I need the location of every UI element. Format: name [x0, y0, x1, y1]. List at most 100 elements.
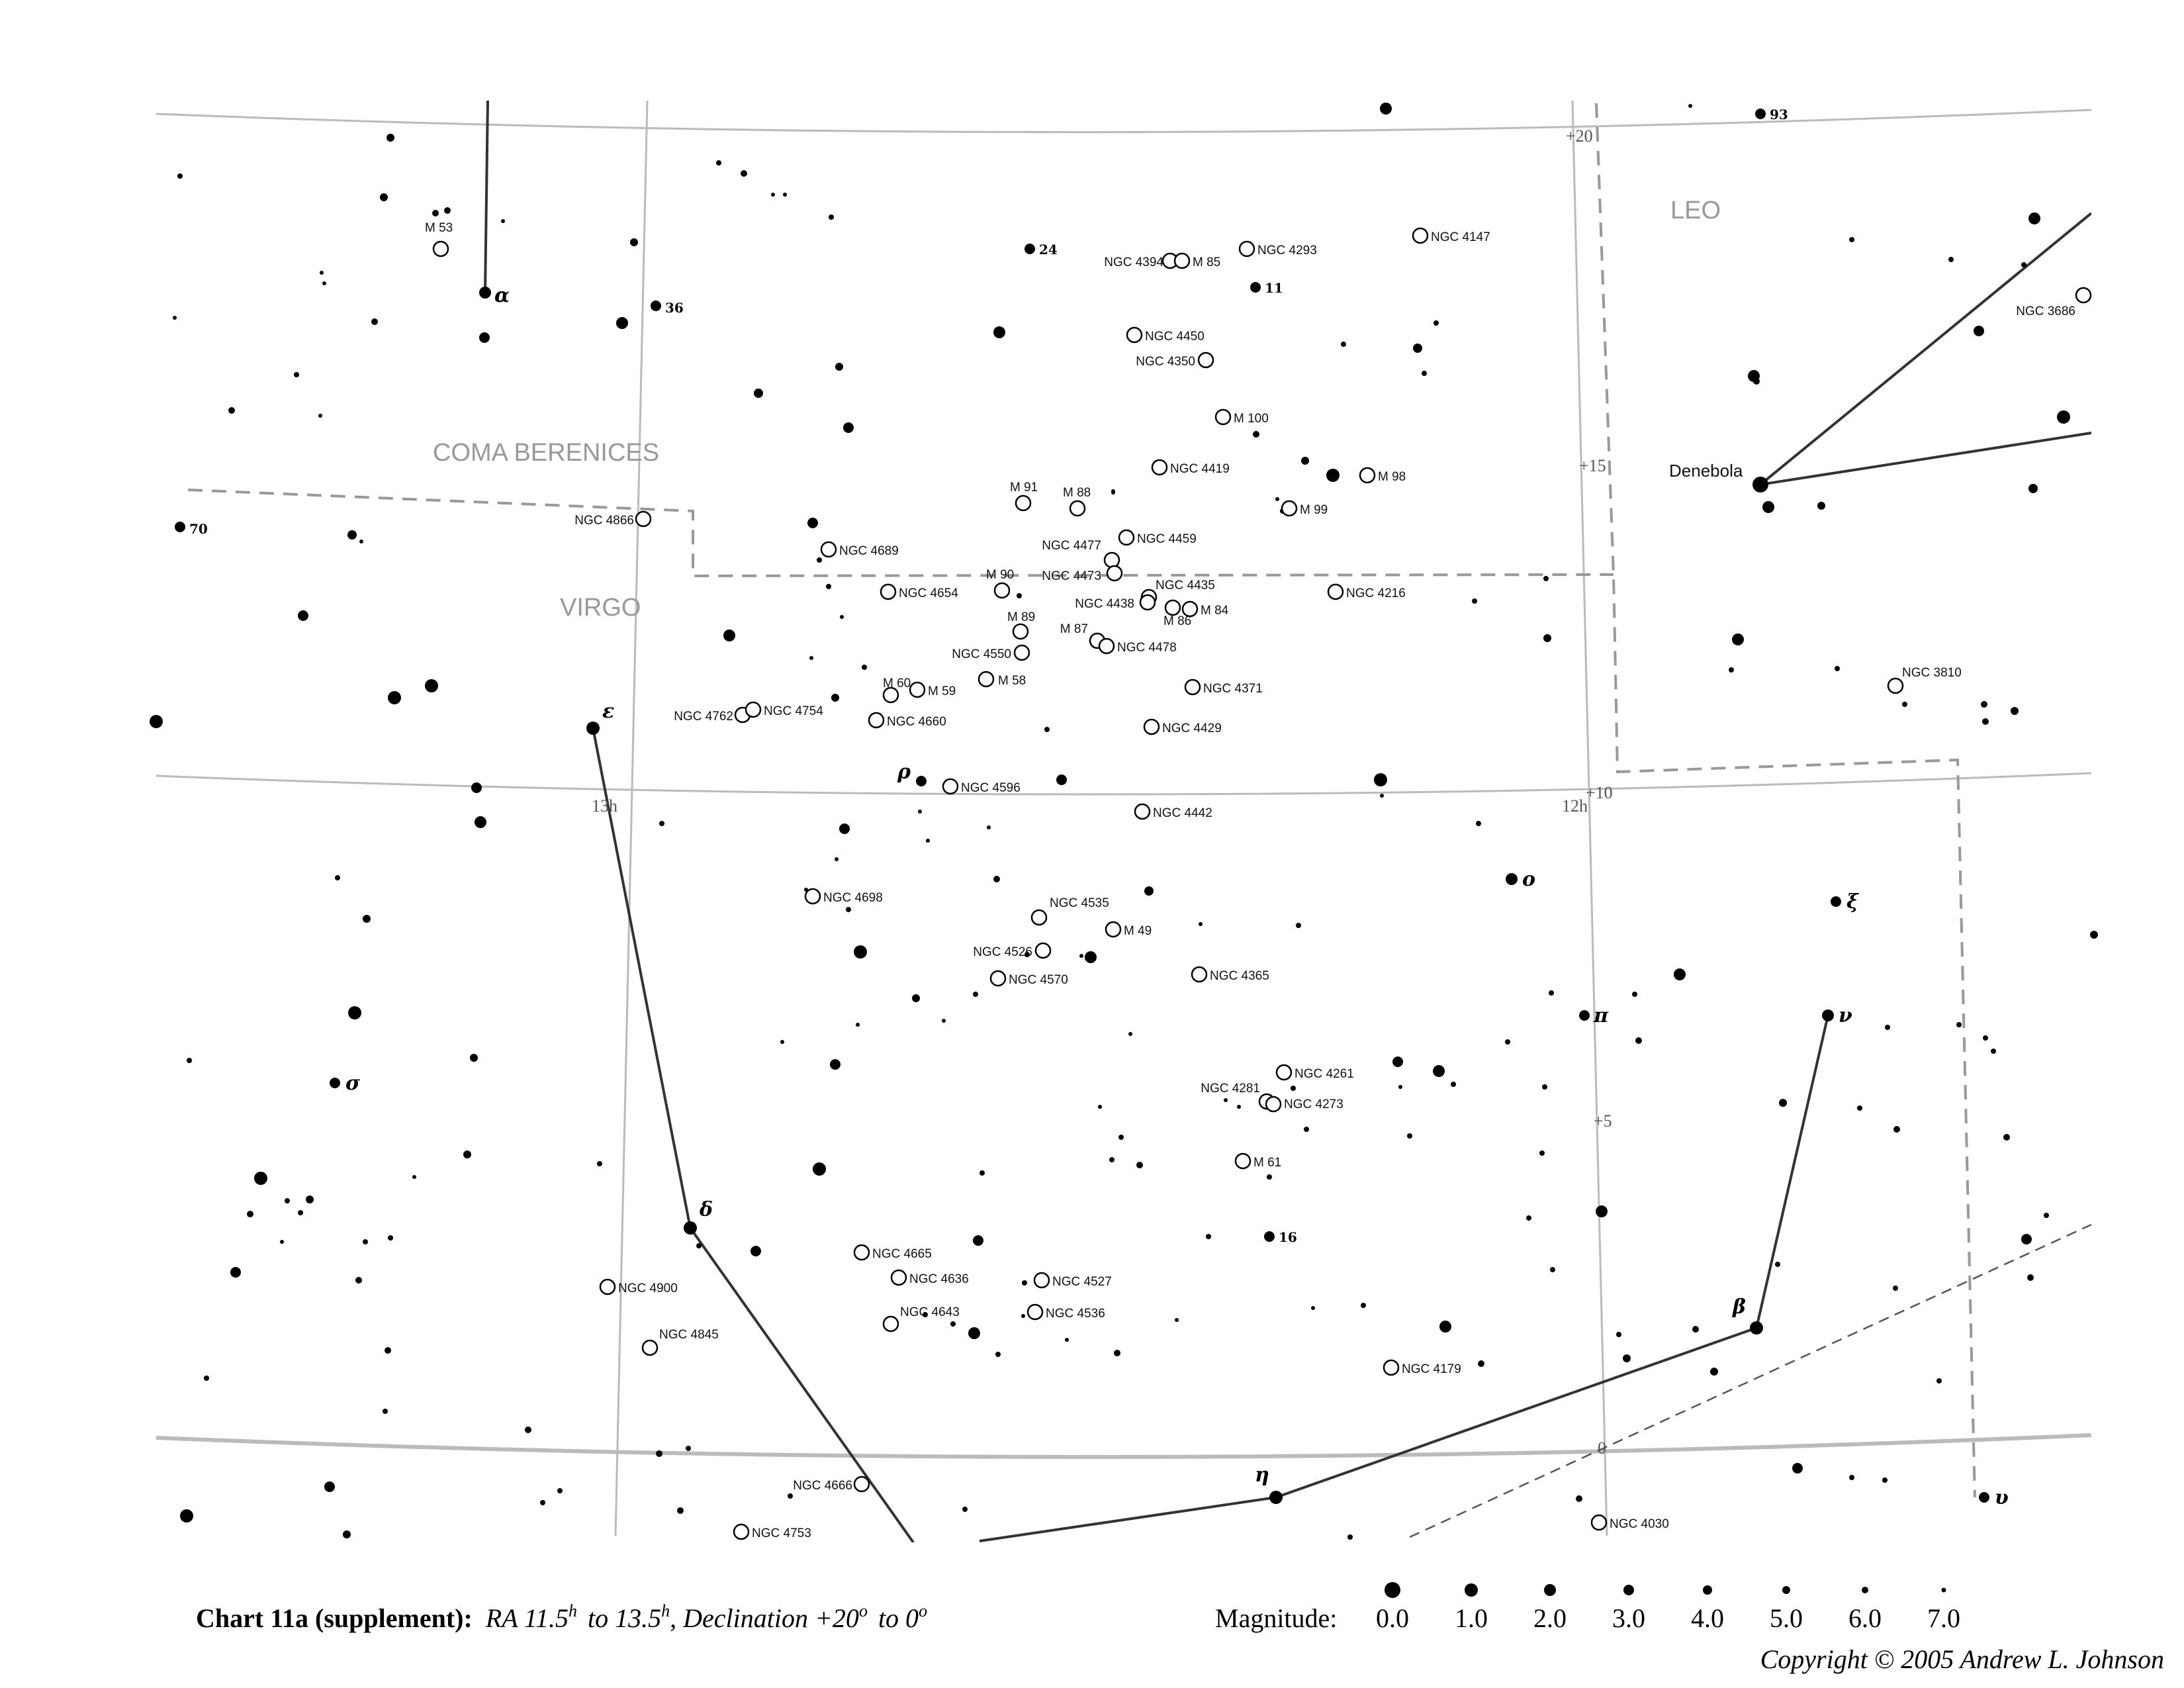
dso-marker: [1327, 583, 1344, 600]
faint-star: [525, 1427, 531, 1433]
dso-ngc-4550: NGC 4550: [952, 644, 1030, 661]
dso-label: M 60: [883, 677, 911, 690]
dso-ngc-4273: NGC 4273: [1265, 1096, 1343, 1113]
faint-star: [320, 271, 324, 275]
dso-m-53: M 53: [425, 221, 453, 258]
faint-star: [363, 1239, 368, 1244]
dso-marker: [1265, 1096, 1282, 1113]
dso-marker: [1015, 494, 1032, 512]
dso-marker: [1151, 459, 1168, 476]
faint-star: [1326, 469, 1340, 482]
dso-label: NGC 4273: [1284, 1098, 1343, 1111]
dso-label: NGC 4665: [872, 1247, 932, 1261]
faint-star: [1893, 1286, 1898, 1291]
faint-star: [187, 1058, 192, 1063]
dso-m-58: M 58: [978, 671, 1026, 688]
faint-star: [1224, 1098, 1228, 1102]
star-label: ξ: [1846, 890, 1860, 914]
star-label-13: δ: [684, 1198, 713, 1235]
magnitude-value: 5.0: [1770, 1603, 1803, 1633]
faint-star: [1237, 1105, 1241, 1109]
dso-label: NGC 4666: [793, 1479, 852, 1493]
faint-star: [470, 1054, 478, 1062]
faint-star: [839, 823, 850, 834]
faint-star: [1526, 1215, 1531, 1221]
faint-star: [1623, 1354, 1631, 1362]
dso-label: NGC 4293: [1257, 244, 1317, 258]
star-label: ν: [1839, 1004, 1852, 1027]
dso-m-98: M 98: [1359, 467, 1406, 484]
magnitude-dot: [1782, 1586, 1790, 1594]
dso-ngc-4753: NGC 4753: [733, 1523, 811, 1540]
star-label-16: η: [1255, 1464, 1283, 1504]
dso-marker: [1033, 1272, 1050, 1289]
dso-marker: [989, 970, 1007, 987]
faint-star: [1902, 702, 1907, 707]
dso-m-59: M 59: [909, 681, 956, 698]
faint-star: [432, 210, 439, 216]
faint-star: [425, 679, 438, 692]
star-label: 11: [1265, 280, 1283, 296]
star-label: β: [1732, 1295, 1746, 1319]
dso-label: NGC 4438: [1075, 597, 1134, 611]
dso-marker: [1034, 942, 1052, 959]
faint-star: [973, 992, 978, 997]
faint-star: [813, 1162, 826, 1176]
magnitude-dot: [1941, 1587, 1946, 1593]
dec-line-zero: [156, 1433, 2091, 1460]
faint-star: [501, 219, 505, 223]
faint-star: [380, 193, 388, 201]
faint-star: [659, 821, 664, 826]
dso-marker: [1026, 1303, 1044, 1321]
faint-star: [1982, 718, 1989, 725]
dso-ngc-4429: NGC 4429: [1143, 718, 1222, 735]
faint-star: [479, 332, 490, 343]
faint-star: [1849, 237, 1854, 242]
dso-marker: [1191, 966, 1208, 983]
faint-star: [2057, 410, 2070, 424]
faint-star: [1451, 1082, 1456, 1087]
faint-star: [1380, 794, 1384, 798]
faint-star: [1476, 821, 1481, 826]
dso-label: NGC 4350: [1136, 355, 1195, 369]
faint-star: [973, 1235, 983, 1246]
dec-line-plus20: [156, 109, 2091, 134]
star-label-14: 16: [1264, 1229, 1297, 1245]
star-label-8: ο: [1506, 868, 1535, 891]
dso-ngc-4473: NGC 4473: [1042, 565, 1123, 583]
dso-marker: [882, 686, 899, 704]
dso-label: M 90: [986, 568, 1014, 582]
dso-label: M 49: [1124, 924, 1152, 938]
faint-star: [840, 615, 844, 619]
dso-label: NGC 4550: [952, 647, 1011, 661]
star-dot: [479, 287, 491, 299]
dso-label: NGC 4570: [1009, 973, 1068, 987]
dso-marker: [635, 510, 652, 528]
dso-marker: [909, 681, 926, 698]
faint-star: [1616, 1332, 1621, 1337]
faint-star: [557, 1488, 563, 1493]
faint-star: [228, 407, 235, 414]
dso-ngc-4643: NGC 4643: [882, 1305, 960, 1333]
faint-star: [359, 539, 363, 543]
star-dot: [586, 722, 600, 735]
faint-star: [2090, 931, 2098, 939]
dso-label: NGC 4527: [1052, 1275, 1112, 1289]
boundary-leo-virgo: [1595, 103, 1976, 1498]
faint-star: [741, 170, 747, 177]
faint-star: [1974, 326, 1984, 336]
ecliptic-line: [1409, 1223, 2091, 1538]
star-dot: [1979, 1492, 1989, 1503]
faint-star: [1753, 378, 1760, 385]
dec-label-plus5: +5: [1594, 1111, 1612, 1131]
star-dot: [1752, 477, 1768, 492]
faint-star: [1835, 666, 1840, 671]
faint-star: [1433, 1065, 1445, 1077]
dso-label: M 85: [1193, 256, 1220, 269]
dso-marker: [1069, 500, 1086, 517]
faint-star: [696, 1243, 702, 1248]
dso-ngc-4762: NGC 4762: [674, 706, 751, 724]
star-dot: [1250, 282, 1261, 293]
faint-star: [754, 389, 763, 398]
faint-star: [298, 610, 308, 621]
